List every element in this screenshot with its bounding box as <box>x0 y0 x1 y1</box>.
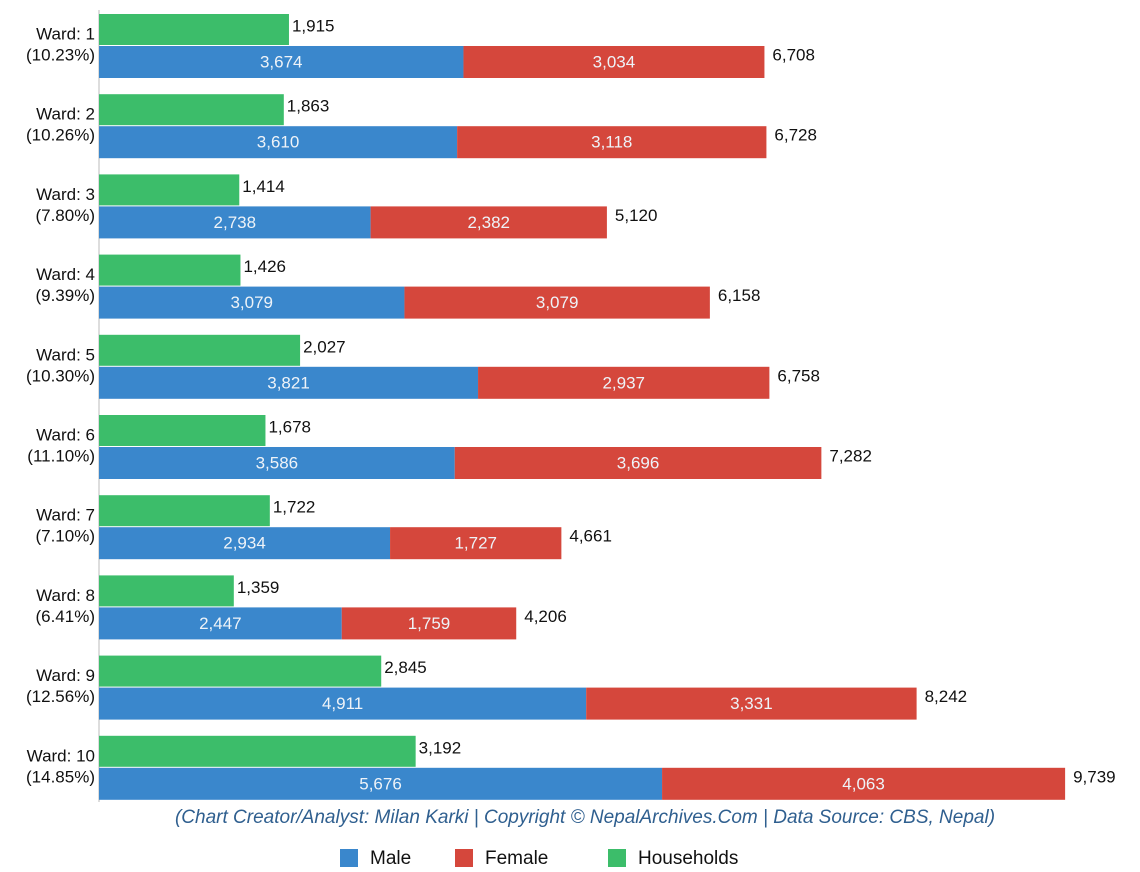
value-label: 3,586 <box>256 453 299 472</box>
category-label: Ward: 6 <box>36 425 95 444</box>
bar <box>99 767 663 800</box>
bar <box>99 687 587 720</box>
bar <box>99 126 458 159</box>
bar <box>390 527 562 560</box>
bar <box>454 447 822 479</box>
category-label: Ward: 10 <box>27 746 95 765</box>
total-label: 6,708 <box>772 45 815 64</box>
value-label: 3,331 <box>730 694 773 713</box>
category-label: Ward: 3 <box>36 185 95 204</box>
legend-label: Households <box>638 848 738 869</box>
legend-label: Male <box>370 848 411 869</box>
bar <box>370 206 607 239</box>
value-label: 2,845 <box>384 658 427 677</box>
value-label: 1,727 <box>454 534 497 553</box>
value-label: 4,911 <box>322 694 363 713</box>
total-label: 4,206 <box>524 607 567 626</box>
category-share: (14.85%) <box>26 767 95 786</box>
category-label: Ward: 7 <box>36 506 95 525</box>
value-label: 3,821 <box>267 373 310 392</box>
category-share: (7.80%) <box>35 206 95 225</box>
value-label: 4,063 <box>842 774 885 793</box>
value-label: 3,610 <box>257 133 300 152</box>
value-label: 2,447 <box>199 614 242 633</box>
legend-swatch <box>608 849 626 867</box>
bar <box>457 126 767 159</box>
value-label: 3,034 <box>593 52 636 71</box>
category-share: (10.26%) <box>26 126 95 145</box>
bar <box>662 767 1066 800</box>
category-label: Ward: 2 <box>36 105 95 124</box>
category-share: (10.30%) <box>26 366 95 385</box>
bar <box>99 174 240 206</box>
legend-label: Female <box>485 848 548 869</box>
legend-swatch <box>455 849 473 867</box>
bar <box>586 687 917 720</box>
value-label: 1,722 <box>273 498 316 517</box>
bar <box>463 46 765 78</box>
legend-swatch <box>340 849 358 867</box>
bar <box>99 14 289 45</box>
value-label: 3,192 <box>419 738 462 757</box>
total-label: 7,282 <box>829 446 872 465</box>
bar <box>99 735 416 767</box>
bar <box>99 495 270 527</box>
bar <box>99 607 342 640</box>
bar <box>99 575 234 607</box>
category-share: (7.10%) <box>35 527 95 546</box>
bar <box>99 286 405 319</box>
category-share: (11.10%) <box>27 446 95 465</box>
value-label: 1,915 <box>292 16 335 35</box>
value-label: 1,759 <box>408 614 451 633</box>
value-label: 1,359 <box>237 578 280 597</box>
value-label: 1,863 <box>287 97 330 116</box>
total-label: 8,242 <box>925 687 968 706</box>
category-label: Ward: 5 <box>36 345 95 364</box>
category-share: (9.39%) <box>35 286 95 305</box>
value-label: 3,674 <box>260 52 303 71</box>
bar <box>99 415 266 446</box>
value-label: 1,414 <box>242 177 285 196</box>
total-label: 5,120 <box>615 206 658 225</box>
value-label: 1,678 <box>268 417 311 436</box>
bar <box>99 46 464 78</box>
bar <box>99 94 284 126</box>
total-label: 9,739 <box>1073 767 1116 786</box>
total-label: 6,158 <box>718 286 761 305</box>
bar <box>99 527 391 560</box>
bar <box>99 655 382 687</box>
total-label: 4,661 <box>569 527 612 546</box>
value-label: 3,079 <box>536 293 579 312</box>
value-label: 3,079 <box>230 293 273 312</box>
total-label: 6,728 <box>774 126 817 145</box>
bar <box>341 607 517 640</box>
value-label: 2,738 <box>214 213 257 232</box>
bar <box>99 366 479 399</box>
bar <box>404 286 710 319</box>
value-label: 2,027 <box>303 337 346 356</box>
value-label: 2,934 <box>223 534 266 553</box>
category-share: (6.41%) <box>35 607 95 626</box>
value-label: 3,696 <box>617 453 660 472</box>
bar <box>99 206 371 239</box>
value-label: 3,118 <box>591 133 632 152</box>
category-label: Ward: 1 <box>36 24 95 43</box>
bar <box>478 366 770 399</box>
value-label: 2,937 <box>602 373 645 392</box>
value-label: 1,426 <box>243 257 286 276</box>
bar <box>99 254 241 286</box>
category-share: (12.56%) <box>26 687 95 706</box>
category-label: Ward: 4 <box>36 265 95 284</box>
category-label: Ward: 9 <box>36 666 95 685</box>
category-label: Ward: 8 <box>36 586 95 605</box>
total-label: 6,758 <box>777 366 820 385</box>
value-label: 5,676 <box>359 774 402 793</box>
value-label: 2,382 <box>467 213 510 232</box>
bar <box>99 447 455 479</box>
bar <box>99 334 301 366</box>
caption: (Chart Creator/Analyst: Milan Karki | Co… <box>175 807 995 828</box>
category-share: (10.23%) <box>26 45 95 64</box>
